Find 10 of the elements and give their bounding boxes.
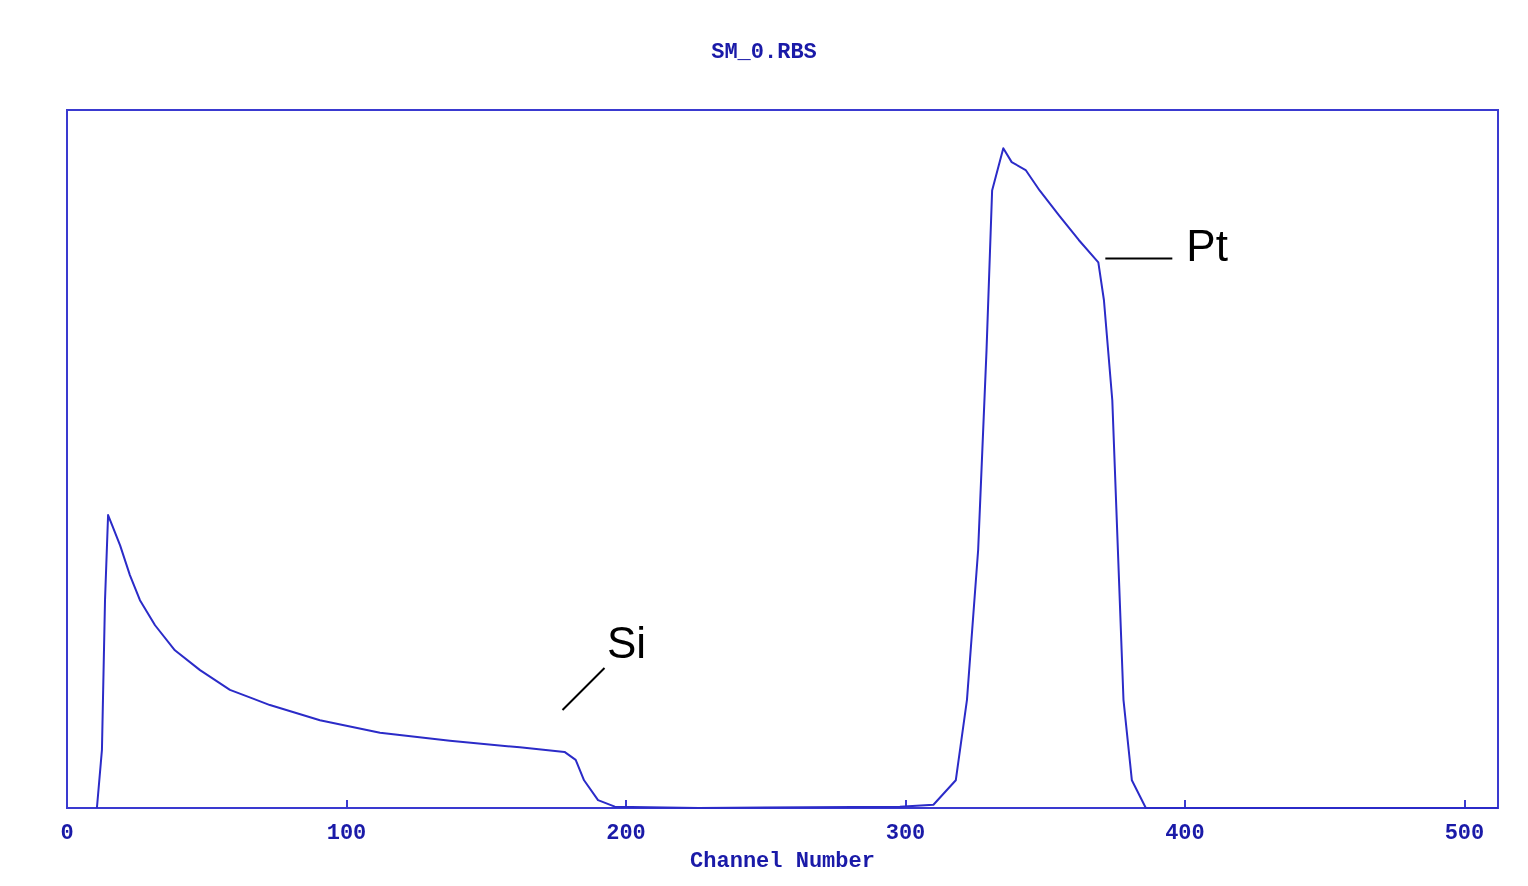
x-tick-label: 100 [326,820,367,846]
x-tick-label: 300 [885,820,926,846]
chart-title: SM_0.RBS [711,39,817,65]
x-tick-label: 0 [60,820,74,846]
x-tick-label: 500 [1444,820,1485,846]
x-axis-title: Channel Number [690,848,875,874]
x-tick-label: 400 [1165,820,1205,846]
annotation: Pt [1186,220,1228,270]
x-tick-label: 200 [606,820,646,846]
annotation: Si [606,618,647,668]
